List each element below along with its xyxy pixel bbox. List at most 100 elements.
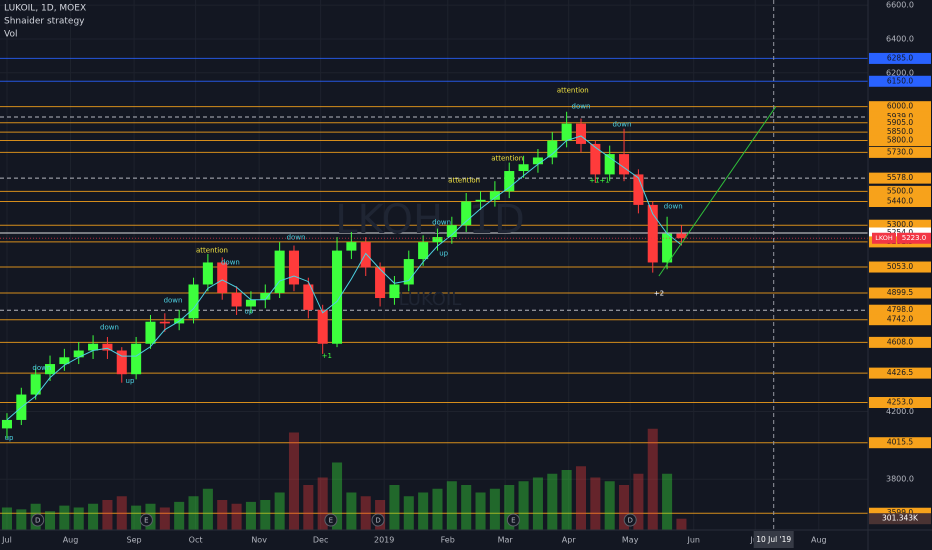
candle-body — [647, 204, 658, 263]
volume-bar — [317, 477, 328, 530]
price-label: 5578.0 — [887, 173, 913, 182]
price-label-box — [869, 261, 931, 273]
annotation: attention — [491, 154, 523, 162]
price-label-box — [869, 437, 931, 449]
candle-body — [418, 242, 429, 260]
price-label: 3599.0 — [887, 508, 913, 517]
x-tick-label: Aug — [63, 536, 79, 545]
candle-body — [475, 199, 486, 202]
x-tick-label: Nov — [251, 536, 267, 545]
annotation: up — [439, 249, 448, 257]
event-label: E — [144, 517, 148, 525]
annotation: down — [164, 297, 183, 305]
x-tick-label: Mar — [498, 536, 514, 545]
candle-body — [59, 357, 70, 365]
candle-body — [131, 343, 142, 375]
volume-bar — [159, 507, 170, 530]
volume-bar — [662, 473, 673, 530]
volume-label-box — [869, 513, 931, 525]
event-label: D — [627, 517, 632, 525]
price-label-box — [869, 196, 931, 208]
annotation: +2 — [654, 290, 664, 298]
candle-body — [217, 262, 228, 293]
price-label-box — [869, 185, 931, 197]
price-label-box — [869, 117, 931, 129]
price-label: 5500.0 — [887, 186, 913, 195]
volume-bar — [332, 462, 343, 530]
volume-title: Vol — [4, 30, 17, 40]
candle-body — [532, 157, 543, 165]
price-label: 6285.0 — [887, 53, 913, 62]
event-label: D — [35, 517, 40, 525]
candle-body — [518, 164, 529, 172]
watermark: LKOH, 1D — [335, 197, 525, 243]
price-label: 4426.5 — [887, 368, 913, 377]
x-tick-label: Dec — [313, 536, 328, 545]
price-label-box — [869, 172, 931, 184]
annotation: +1+1 — [589, 176, 610, 184]
x-tick-label: Oct — [189, 536, 203, 545]
chart-title: LUKOIL, 1D, MOEX — [4, 4, 86, 14]
annotation: up — [244, 308, 253, 316]
price-label: 5440.0 — [887, 197, 913, 206]
volume-bar — [131, 505, 142, 530]
volume-bar — [504, 485, 515, 530]
candle-body — [274, 250, 285, 293]
price-label: 5730.0 — [887, 147, 913, 156]
candle-body — [633, 174, 644, 205]
event-marker — [31, 513, 45, 527]
volume-bar — [260, 500, 271, 530]
price-label: 5053.0 — [887, 262, 913, 271]
volume-bar — [475, 492, 486, 530]
candle-body — [30, 374, 41, 395]
volume-bar — [102, 500, 113, 530]
volume-bar — [44, 511, 56, 530]
candle-body — [389, 284, 400, 299]
price-label-box — [869, 146, 931, 158]
annotation: attention — [196, 247, 228, 255]
price-label: 4015.5 — [887, 438, 913, 447]
volume-bar — [16, 509, 27, 530]
volume-bar — [432, 488, 443, 530]
event-marker — [139, 513, 153, 527]
volume-bar — [73, 507, 84, 530]
annotation: attention — [448, 176, 480, 184]
price-label-box — [869, 396, 931, 408]
annotation: down — [287, 234, 306, 242]
candle-body — [489, 191, 500, 200]
current-price: 5223.0 — [902, 234, 927, 242]
price-label-box — [869, 336, 931, 348]
event-label: D — [375, 517, 380, 525]
annotation: down — [572, 102, 591, 110]
volume-bar — [346, 492, 357, 530]
annotation: attention — [557, 86, 589, 94]
event-label: E — [511, 517, 515, 525]
x-tick-label: Jun — [686, 536, 700, 545]
price-label-box — [869, 126, 931, 138]
price-label: 5939.0 — [887, 112, 913, 121]
x-tick-label: Aug — [811, 536, 827, 545]
candle-body — [116, 350, 127, 375]
x-tick-label: 2019 — [374, 536, 394, 545]
event-marker — [506, 513, 520, 527]
volume-bar — [288, 432, 300, 530]
candle-body — [332, 250, 343, 344]
price-label: 4798.0 — [887, 305, 913, 314]
volume-bar — [647, 428, 658, 530]
volume-bar — [389, 485, 400, 530]
candle-body — [73, 350, 84, 358]
candle-body — [461, 201, 472, 226]
candle-body — [44, 364, 56, 375]
current-symbol-box — [872, 232, 896, 244]
volume-bar — [575, 466, 587, 530]
price-label: 6000.0 — [887, 102, 913, 111]
annotation: +1 — [322, 352, 332, 360]
candle-body — [159, 321, 170, 324]
candle-body — [446, 225, 457, 238]
annotation: down — [221, 258, 240, 266]
volume-bar — [619, 485, 630, 530]
volume-bar — [1, 507, 12, 530]
current-price-box — [897, 232, 931, 244]
x-tick-label: Feb — [441, 536, 455, 545]
cursor-label: 10 Jul '19 — [756, 535, 791, 544]
